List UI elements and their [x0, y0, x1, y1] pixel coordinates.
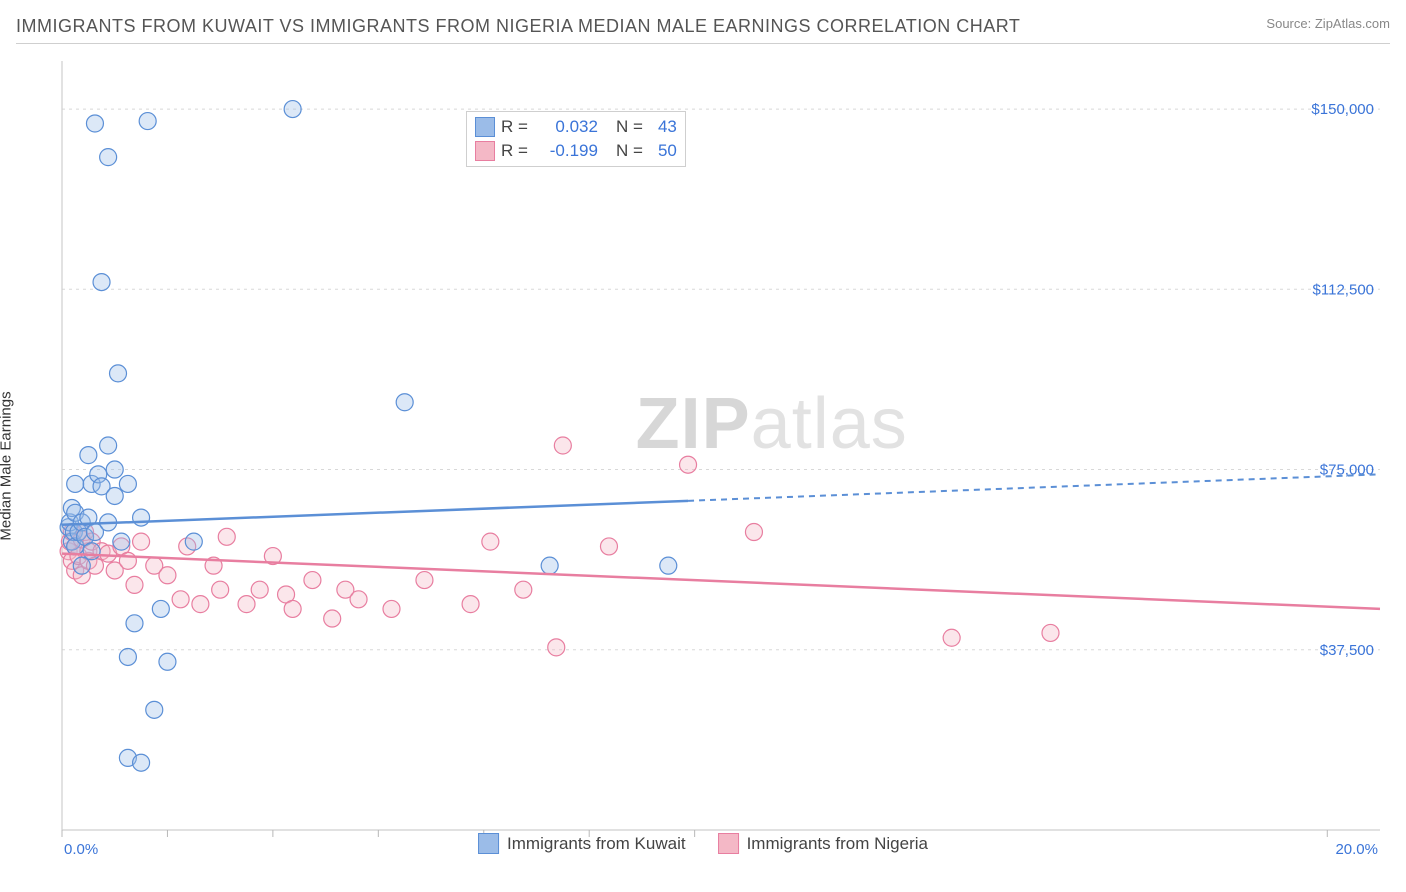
point-nigeria: [238, 596, 255, 613]
point-kuwait: [113, 533, 130, 550]
source-name: ZipAtlas.com: [1315, 16, 1390, 31]
point-kuwait: [152, 600, 169, 617]
point-nigeria: [482, 533, 499, 550]
point-kuwait: [86, 115, 103, 132]
source-attribution: Source: ZipAtlas.com: [1266, 16, 1390, 31]
point-nigeria: [548, 639, 565, 656]
point-kuwait: [100, 149, 117, 166]
point-kuwait: [83, 543, 100, 560]
trendline-kuwait-extrapolated: [688, 474, 1380, 500]
point-kuwait: [541, 557, 558, 574]
point-kuwait: [284, 101, 301, 118]
legend-swatch-nigeria: [475, 141, 495, 161]
stats-row-nigeria: R = -0.199 N = 50: [475, 139, 677, 163]
point-kuwait: [106, 461, 123, 478]
stat-R-label: R =: [501, 117, 528, 137]
x-tick-label-right: 20.0%: [1335, 841, 1378, 858]
point-kuwait: [110, 365, 127, 382]
scatter-plot: $37,500$75,000$112,500$150,0000.0%20.0%: [56, 55, 1390, 876]
point-nigeria: [133, 533, 150, 550]
legend-item-kuwait: Immigrants from Kuwait: [478, 833, 686, 854]
point-nigeria: [943, 629, 960, 646]
stat-N-label: N =: [616, 117, 643, 137]
point-nigeria: [462, 596, 479, 613]
source-label: Source:: [1266, 16, 1311, 31]
point-nigeria: [416, 572, 433, 589]
point-kuwait: [126, 615, 143, 632]
correlation-stats-box: R = 0.032 N = 43 R = -0.199 N = 50: [466, 111, 686, 167]
point-nigeria: [600, 538, 617, 555]
point-nigeria: [554, 437, 571, 454]
x-tick-label-left: 0.0%: [64, 841, 98, 858]
point-kuwait: [133, 509, 150, 526]
point-nigeria: [126, 576, 143, 593]
point-nigeria: [1042, 624, 1059, 641]
legend-swatch-kuwait: [478, 833, 499, 854]
point-kuwait: [67, 475, 84, 492]
point-kuwait: [660, 557, 677, 574]
stat-N-value-kuwait: 43: [649, 117, 677, 137]
point-kuwait: [119, 475, 136, 492]
legend-label-nigeria: Immigrants from Nigeria: [747, 834, 928, 854]
header: IMMIGRANTS FROM KUWAIT VS IMMIGRANTS FRO…: [16, 16, 1390, 44]
chart-area: Median Male Earnings $37,500$75,000$112,…: [16, 55, 1390, 876]
point-kuwait: [159, 653, 176, 670]
point-kuwait: [139, 113, 156, 130]
stats-row-kuwait: R = 0.032 N = 43: [475, 115, 677, 139]
chart-title: IMMIGRANTS FROM KUWAIT VS IMMIGRANTS FRO…: [16, 16, 1020, 37]
stat-R-label: R =: [501, 141, 528, 161]
stat-N-value-nigeria: 50: [649, 141, 677, 161]
point-kuwait: [396, 394, 413, 411]
point-kuwait: [93, 274, 110, 291]
point-kuwait: [133, 754, 150, 771]
point-kuwait: [146, 701, 163, 718]
point-nigeria: [212, 581, 229, 598]
y-axis-label: Median Male Earnings: [0, 391, 15, 540]
point-nigeria: [383, 600, 400, 617]
point-nigeria: [350, 591, 367, 608]
point-nigeria: [119, 552, 136, 569]
point-kuwait: [100, 437, 117, 454]
y-tick-label: $37,500: [1320, 642, 1374, 659]
point-nigeria: [192, 596, 209, 613]
point-nigeria: [251, 581, 268, 598]
point-kuwait: [119, 648, 136, 665]
point-nigeria: [745, 524, 762, 541]
y-tick-label: $150,000: [1311, 101, 1374, 118]
point-kuwait: [185, 533, 202, 550]
point-nigeria: [680, 456, 697, 473]
point-nigeria: [304, 572, 321, 589]
stat-N-label: N =: [616, 141, 643, 161]
point-nigeria: [515, 581, 532, 598]
point-nigeria: [324, 610, 341, 627]
point-nigeria: [218, 528, 235, 545]
point-kuwait: [73, 557, 90, 574]
legend-swatch-nigeria: [718, 833, 739, 854]
legend-item-nigeria: Immigrants from Nigeria: [718, 833, 928, 854]
point-kuwait: [80, 447, 97, 464]
point-nigeria: [159, 567, 176, 584]
trendline-kuwait: [62, 501, 688, 525]
stat-R-value-kuwait: 0.032: [534, 117, 598, 137]
stat-R-value-nigeria: -0.199: [534, 141, 598, 161]
legend-bottom: Immigrants from Kuwait Immigrants from Ni…: [478, 833, 928, 854]
legend-swatch-kuwait: [475, 117, 495, 137]
point-kuwait: [106, 487, 123, 504]
legend-label-kuwait: Immigrants from Kuwait: [507, 834, 686, 854]
point-nigeria: [172, 591, 189, 608]
y-tick-label: $112,500: [1313, 281, 1374, 298]
point-nigeria: [284, 600, 301, 617]
